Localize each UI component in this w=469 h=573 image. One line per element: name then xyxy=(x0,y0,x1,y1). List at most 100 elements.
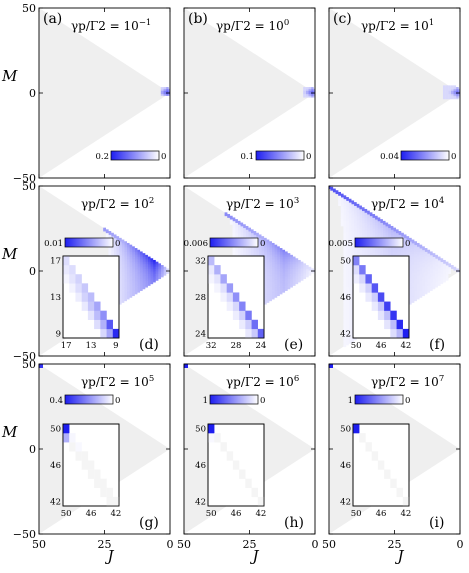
population-cell xyxy=(163,273,167,276)
inset-diag-cell xyxy=(100,310,107,320)
population-cell xyxy=(429,263,433,266)
population-cell xyxy=(340,210,344,213)
population-cell xyxy=(364,253,368,256)
population-cell xyxy=(411,270,415,273)
population-cell xyxy=(274,259,278,263)
population-cell xyxy=(351,229,355,232)
population-cell xyxy=(248,227,252,230)
population-cell xyxy=(408,283,412,286)
population-cell xyxy=(348,331,352,334)
population-cell xyxy=(348,222,352,225)
population-cell xyxy=(113,253,117,256)
population-cell xyxy=(414,270,417,273)
population-cell xyxy=(108,251,112,254)
colorbar-min-label: 0 xyxy=(161,152,166,162)
population-cell xyxy=(348,290,352,293)
population-cell xyxy=(416,248,420,251)
population-cell xyxy=(274,249,278,252)
population-cell xyxy=(380,248,383,251)
population-cell xyxy=(277,278,280,281)
population-cell xyxy=(242,251,246,254)
population-cell xyxy=(390,232,394,235)
population-cell xyxy=(348,265,352,268)
population-cell xyxy=(346,214,349,217)
population-cell xyxy=(348,310,352,314)
population-cell xyxy=(361,224,365,227)
population-cell xyxy=(408,268,412,271)
population-cell xyxy=(142,276,146,280)
population-cell xyxy=(353,253,357,256)
inset-cell xyxy=(214,274,221,284)
population-cell xyxy=(427,283,431,286)
population-cell xyxy=(343,239,347,242)
population-cell xyxy=(126,268,130,271)
population-cell xyxy=(416,271,420,274)
population-cell xyxy=(121,241,125,244)
population-cell xyxy=(124,283,127,286)
population-cell xyxy=(411,251,415,254)
population-cell xyxy=(408,254,412,257)
population-cell xyxy=(346,261,349,264)
y-tick-label: −50 xyxy=(13,528,36,541)
population-cell xyxy=(250,248,254,251)
population-cell xyxy=(290,258,293,261)
panel-title: γp/Γ2 = 10−1 xyxy=(71,18,151,33)
population-cell xyxy=(139,259,143,263)
population-cell xyxy=(145,254,148,257)
population-cell xyxy=(442,261,446,264)
population-cell xyxy=(137,290,141,293)
population-cell xyxy=(258,236,262,239)
population-cell xyxy=(390,249,394,252)
population-cell xyxy=(440,275,444,278)
population-cell xyxy=(458,95,460,98)
population-cell xyxy=(126,249,130,252)
population-cell xyxy=(408,290,412,293)
population-cell xyxy=(346,299,349,302)
population-cell xyxy=(422,282,425,285)
population-cell xyxy=(242,249,246,252)
population-cell xyxy=(393,234,397,237)
population-cell xyxy=(160,88,164,91)
population-cell xyxy=(290,266,293,269)
population-cell xyxy=(372,246,376,249)
population-cell xyxy=(295,271,299,274)
population-cell xyxy=(416,285,420,288)
population-cell xyxy=(414,253,417,256)
population-cell xyxy=(343,231,347,234)
population-cell xyxy=(435,283,438,286)
population-cell xyxy=(411,266,415,269)
population-cell xyxy=(346,339,349,342)
population-cell xyxy=(406,242,410,246)
population-cell xyxy=(343,224,347,227)
population-cell xyxy=(387,251,391,254)
colorbar xyxy=(64,237,114,248)
population-cell xyxy=(290,278,293,281)
population-cell xyxy=(432,268,436,271)
population-cell xyxy=(369,214,373,217)
population-cell xyxy=(346,241,349,244)
population-cell xyxy=(235,234,238,237)
population-cell xyxy=(266,246,270,249)
population-cell xyxy=(359,229,362,232)
population-cell xyxy=(126,258,130,261)
population-cell xyxy=(351,208,355,212)
population-cell xyxy=(274,261,278,264)
population-cell xyxy=(229,220,233,223)
population-cell xyxy=(118,270,122,273)
population-cell xyxy=(295,261,299,264)
population-cell xyxy=(348,278,352,281)
population-cell xyxy=(351,237,355,240)
population-cell xyxy=(126,295,130,298)
population-cell xyxy=(258,239,262,242)
population-cell xyxy=(152,278,156,281)
population-cell xyxy=(343,266,347,269)
population-cell xyxy=(429,280,433,283)
population-cell xyxy=(118,244,122,247)
population-cell xyxy=(290,283,293,286)
population-cell xyxy=(292,265,296,268)
population-cell xyxy=(113,251,117,254)
population-cell xyxy=(424,288,428,291)
population-cell xyxy=(427,282,431,285)
population-cell xyxy=(450,90,454,93)
population-cell xyxy=(297,276,301,280)
